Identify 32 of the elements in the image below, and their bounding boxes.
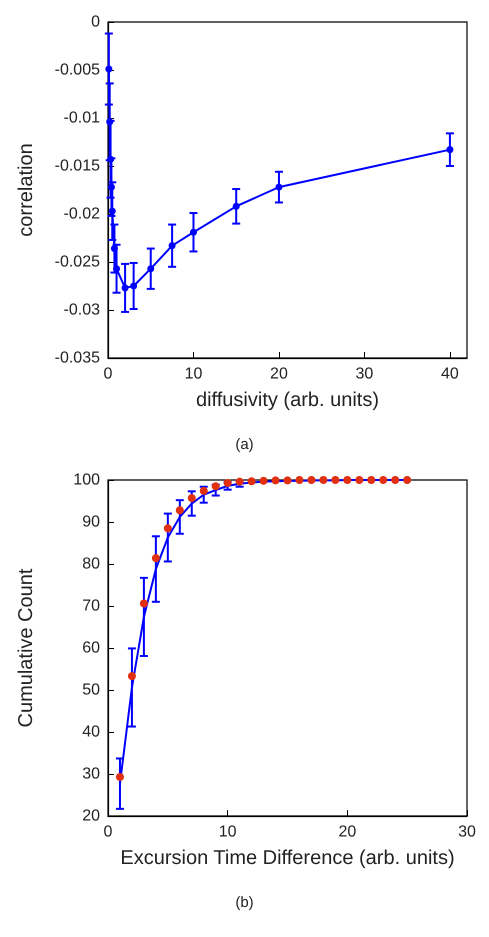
x-tick-label: 20 — [270, 366, 288, 382]
y-tick-label: -0.025 — [54, 254, 100, 270]
y-tick-label: 50 — [82, 682, 100, 698]
y-tick-label: -0.01 — [64, 110, 100, 126]
y-tick-label: 30 — [82, 766, 100, 782]
x-axis-title: Excursion Time Difference (arb. units) — [120, 847, 455, 869]
text: (b) — [235, 894, 254, 911]
y-tick-label: 100 — [73, 472, 100, 488]
text: (a) — [235, 436, 254, 453]
x-tick-label: 10 — [218, 824, 237, 840]
x-tick-label: 40 — [441, 366, 459, 382]
x-tick-label: 30 — [458, 824, 476, 840]
y-tick-label: -0.005 — [54, 62, 100, 78]
x-tick-label: 30 — [356, 366, 374, 382]
y-axis-title: correlation — [15, 143, 37, 237]
y-tick-label: 60 — [82, 640, 100, 656]
y-tick-label: 70 — [82, 598, 100, 614]
y-tick-label: -0.035 — [54, 350, 100, 366]
y-tick-label: -0.03 — [64, 302, 100, 318]
x-tick-label: 10 — [184, 366, 202, 382]
y-tick-label: -0.02 — [64, 206, 100, 222]
y-tick-label: 90 — [82, 514, 100, 530]
x-axis-title: diffusivity (arb. units) — [196, 389, 380, 411]
x-tick-label: 0 — [104, 824, 113, 840]
y-tick-label: 40 — [82, 724, 100, 740]
y-axis-title: Cumulative Count — [15, 568, 37, 728]
y-tick-label: 0 — [91, 14, 100, 30]
y-tick-label: 20 — [82, 808, 100, 824]
y-tick-label: 80 — [82, 556, 100, 572]
y-tick-label: -0.015 — [54, 158, 100, 174]
x-tick-label: 20 — [338, 824, 356, 840]
x-tick-label: 0 — [104, 366, 113, 382]
